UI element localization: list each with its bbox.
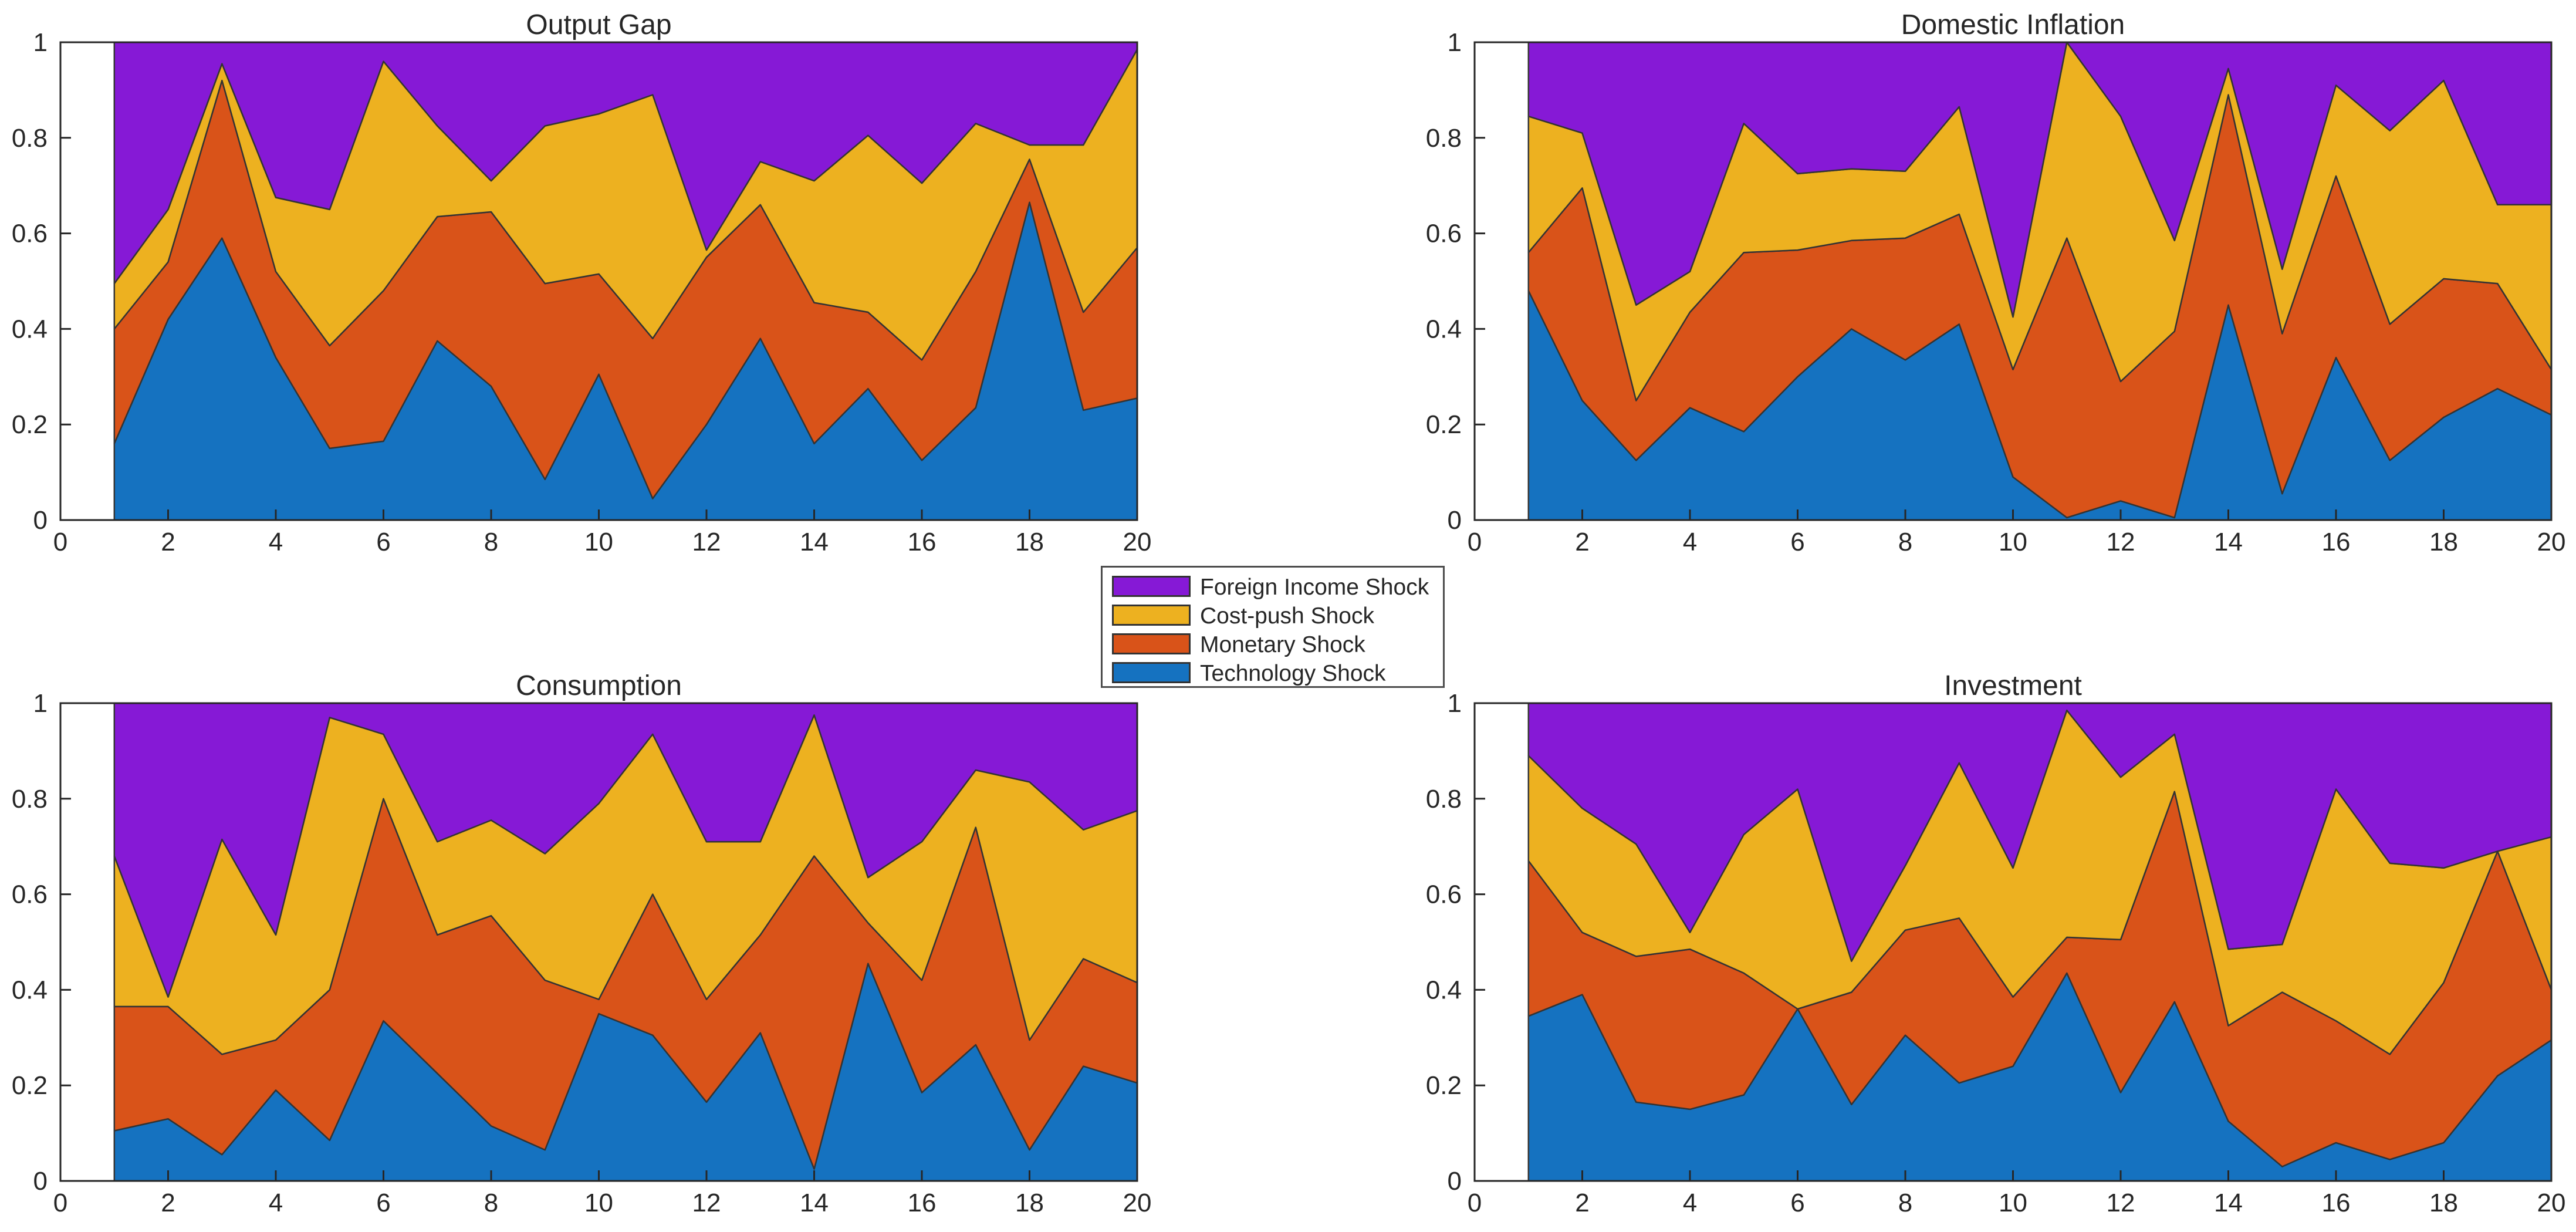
chart-title-domestic-inflation: Domestic Inflation <box>1901 9 2125 40</box>
x-tick-label-20-domestic-inflation: 20 <box>2537 528 2566 556</box>
x-tick-label-8-investment: 8 <box>1898 1189 1912 1217</box>
y-tick-label-0-2-investment: 0.2 <box>1426 1071 1462 1100</box>
x-tick-label-16-investment: 16 <box>2322 1189 2351 1217</box>
y-tick-label-0-4-consumption: 0.4 <box>12 976 48 1004</box>
chart-title-consumption: Consumption <box>516 670 682 701</box>
x-tick-label-18-consumption: 18 <box>1015 1189 1044 1217</box>
y-tick-label-0-4-output-gap: 0.4 <box>12 315 48 343</box>
y-tick-label-0-6-domestic-inflation: 0.6 <box>1426 220 1462 248</box>
x-tick-label-2-domestic-inflation: 2 <box>1575 528 1589 556</box>
x-tick-label-14-investment: 14 <box>2214 1189 2243 1217</box>
y-tick-label-1-domestic-inflation: 1 <box>1448 28 1462 57</box>
y-tick-label-0-4-domestic-inflation: 0.4 <box>1426 315 1462 343</box>
y-tick-label-1-investment: 1 <box>1448 689 1462 718</box>
y-tick-label-0-2-domestic-inflation: 0.2 <box>1426 410 1462 439</box>
chart-output-gap: 0 2 4 6 8 10 12 14 16 18 20 0 0.2 0.4 0.6 0.8 1 Output Ga… <box>12 9 1152 556</box>
x-tick-label-6-investment: 6 <box>1790 1189 1804 1217</box>
legend: Foreign Income Shock Cost-push Shock Mon… <box>1101 566 1445 688</box>
x-tick-label-0-consumption: 0 <box>53 1189 67 1217</box>
chart-consumption: 0 2 4 6 8 10 12 14 16 18 20 0 0.2 0.4 0.6 0.8 1 Consumpti… <box>12 670 1152 1217</box>
x-tick-label-18-investment: 18 <box>2429 1189 2458 1217</box>
y-tick-label-0-4-investment: 0.4 <box>1426 976 1462 1004</box>
x-tick-label-16-domestic-inflation: 16 <box>2322 528 2351 556</box>
x-tick-label-14-output-gap: 14 <box>800 528 829 556</box>
x-tick-label-12-consumption: 12 <box>692 1189 721 1217</box>
y-tick-label-0-2-consumption: 0.2 <box>12 1071 48 1100</box>
y-tick-label-0-6-investment: 0.6 <box>1426 880 1462 909</box>
chart-investment: 0 2 4 6 8 10 12 14 16 18 20 0 0.2 0.4 0.6 0.8 1 Investmen… <box>1426 670 2566 1217</box>
x-tick-label-14-domestic-inflation: 14 <box>2214 528 2243 556</box>
x-tick-label-4-output-gap: 4 <box>269 528 283 556</box>
x-tick-label-10-output-gap: 10 <box>584 528 613 556</box>
chart-title-investment: Investment <box>1944 670 2082 701</box>
x-tick-label-18-domestic-inflation: 18 <box>2429 528 2458 556</box>
x-tick-label-2-investment: 2 <box>1575 1189 1589 1217</box>
y-tick-label-0-consumption: 0 <box>33 1167 48 1196</box>
x-tick-label-8-consumption: 8 <box>484 1189 498 1217</box>
legend-swatch-cost-push <box>1112 605 1191 626</box>
y-tick-label-1-consumption: 1 <box>33 689 48 718</box>
y-tick-label-0-8-investment: 0.8 <box>1426 785 1462 814</box>
x-tick-label-4-domestic-inflation: 4 <box>1683 528 1697 556</box>
x-tick-label-4-investment: 4 <box>1683 1189 1697 1217</box>
x-tick-label-10-investment: 10 <box>1999 1189 2027 1217</box>
legend-label-foreign-income: Foreign Income Shock <box>1200 575 1429 600</box>
x-tick-label-6-domestic-inflation: 6 <box>1790 528 1804 556</box>
chart-domestic-inflation: 0 2 4 6 8 10 12 14 16 18 20 0 0.2 0.4 0.6 0.8 1 Domestic … <box>1426 9 2566 556</box>
x-tick-label-16-output-gap: 16 <box>908 528 937 556</box>
legend-label-monetary: Monetary Shock <box>1200 632 1365 657</box>
y-tick-label-0-6-consumption: 0.6 <box>12 880 48 909</box>
chart-title-output-gap: Output Gap <box>526 9 671 40</box>
y-tick-label-0-6-output-gap: 0.6 <box>12 220 48 248</box>
x-tick-label-20-output-gap: 20 <box>1123 528 1152 556</box>
x-tick-label-6-consumption: 6 <box>376 1189 390 1217</box>
x-tick-label-20-consumption: 20 <box>1123 1189 1152 1217</box>
x-tick-label-8-domestic-inflation: 8 <box>1898 528 1912 556</box>
legend-swatch-technology <box>1112 662 1191 683</box>
x-tick-label-6-output-gap: 6 <box>376 528 390 556</box>
x-tick-label-10-consumption: 10 <box>584 1189 613 1217</box>
y-tick-label-1-output-gap: 1 <box>33 28 48 57</box>
x-tick-label-16-consumption: 16 <box>908 1189 937 1217</box>
x-tick-label-0-output-gap: 0 <box>53 528 67 556</box>
x-tick-label-2-consumption: 2 <box>161 1189 175 1217</box>
x-tick-label-18-output-gap: 18 <box>1015 528 1044 556</box>
x-tick-label-2-output-gap: 2 <box>161 528 175 556</box>
y-tick-label-0-8-output-gap: 0.8 <box>12 124 48 153</box>
y-tick-label-0-8-domestic-inflation: 0.8 <box>1426 124 1462 153</box>
x-tick-label-12-investment: 12 <box>2107 1189 2135 1217</box>
x-tick-label-20-investment: 20 <box>2537 1189 2566 1217</box>
x-tick-label-8-output-gap: 8 <box>484 528 498 556</box>
legend-swatch-foreign-income <box>1112 576 1191 597</box>
x-tick-label-10-domestic-inflation: 10 <box>1999 528 2027 556</box>
y-tick-label-0-8-consumption: 0.8 <box>12 785 48 814</box>
y-tick-label-0-domestic-inflation: 0 <box>1448 506 1462 535</box>
x-tick-label-4-consumption: 4 <box>269 1189 283 1217</box>
x-tick-label-0-domestic-inflation: 0 <box>1468 528 1482 556</box>
x-tick-label-12-output-gap: 12 <box>692 528 721 556</box>
x-tick-label-0-investment: 0 <box>1468 1189 1482 1217</box>
x-tick-label-14-consumption: 14 <box>800 1189 829 1217</box>
y-tick-label-0-2-output-gap: 0.2 <box>12 410 48 439</box>
y-tick-label-0-output-gap: 0 <box>33 506 48 535</box>
y-tick-label-0-investment: 0 <box>1448 1167 1462 1196</box>
legend-label-technology: Technology Shock <box>1200 661 1386 686</box>
x-tick-label-12-domestic-inflation: 12 <box>2107 528 2135 556</box>
legend-swatch-monetary <box>1112 633 1191 654</box>
legend-label-cost-push: Cost-push Shock <box>1200 603 1374 629</box>
